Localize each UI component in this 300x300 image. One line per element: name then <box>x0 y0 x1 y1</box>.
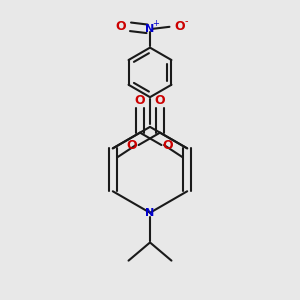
Text: -: - <box>185 16 188 26</box>
Text: +: + <box>152 19 159 28</box>
Text: O: O <box>174 20 185 33</box>
Text: O: O <box>127 139 137 152</box>
Text: O: O <box>115 20 126 33</box>
Text: N: N <box>146 208 154 218</box>
Text: O: O <box>163 139 173 152</box>
Text: N: N <box>146 25 154 34</box>
Text: O: O <box>135 94 145 107</box>
Text: O: O <box>155 94 165 107</box>
